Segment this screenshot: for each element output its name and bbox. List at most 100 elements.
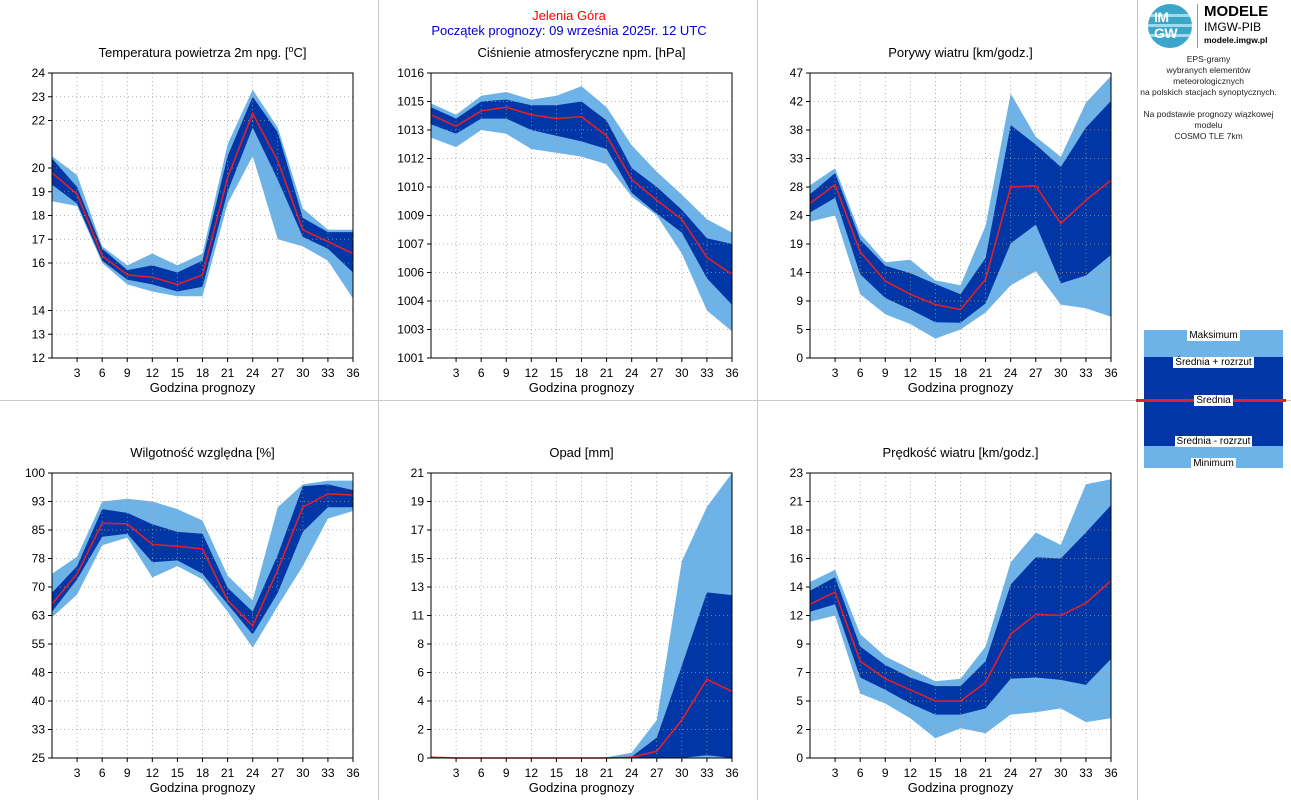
x-tick-label: 3 <box>74 766 81 780</box>
y-tick-label: 19 <box>411 495 425 509</box>
x-tick-label: 3 <box>74 366 81 380</box>
y-tick-label: 7 <box>796 666 803 680</box>
x-tick-label: 36 <box>346 766 360 780</box>
x-tick-label: 15 <box>550 766 564 780</box>
x-tick-label: 33 <box>700 766 714 780</box>
y-tick-label: 1012 <box>397 152 424 166</box>
station-name: Jelenia Góra <box>532 8 606 23</box>
x-tick-label: 18 <box>196 366 210 380</box>
y-tick-label: 21 <box>790 495 804 509</box>
y-tick-label: 22 <box>32 114 46 128</box>
y-tick-label: 14 <box>790 266 804 280</box>
description-line: COSMO TLE 7km <box>1174 131 1243 141</box>
x-tick-label: 30 <box>296 366 310 380</box>
y-tick-label: 18 <box>32 209 46 223</box>
x-tick-label: 33 <box>1079 366 1093 380</box>
mean-line <box>430 106 733 276</box>
x-tick-label: 21 <box>600 766 614 780</box>
description-line: EPS-gramy <box>1186 54 1231 64</box>
y-tick-label: 13 <box>32 327 46 341</box>
y-tick-label: 16 <box>32 256 46 270</box>
x-tick-label: 3 <box>832 366 839 380</box>
x-tick-label: 3 <box>453 366 460 380</box>
y-tick-label: 12 <box>32 351 46 365</box>
y-tick-label: 70 <box>32 580 46 594</box>
y-tick-label: 1009 <box>397 209 424 223</box>
x-tick-label: 9 <box>503 766 510 780</box>
mean-line <box>51 111 354 286</box>
legend-mean-label: Średnia <box>1194 395 1233 406</box>
x-tick-label: 15 <box>929 366 943 380</box>
x-tick-label: 15 <box>171 766 185 780</box>
y-tick-label: 17 <box>411 523 425 537</box>
x-tick-label: 30 <box>1054 366 1068 380</box>
x-tick-label: 36 <box>346 366 360 380</box>
y-tick-label: 5 <box>796 323 803 337</box>
x-tick-label: 15 <box>929 766 943 780</box>
x-tick-label: 6 <box>478 366 485 380</box>
x-tick-label: 24 <box>1004 366 1018 380</box>
x-tick-label: 9 <box>503 366 510 380</box>
legend-max-label: Maksimum <box>1187 330 1240 341</box>
y-tick-label: 21 <box>411 466 425 480</box>
x-axis-label: Godzina prognozy <box>529 380 635 395</box>
y-tick-label: 1013 <box>397 123 424 137</box>
x-axis-label: Godzina prognozy <box>150 780 256 795</box>
y-tick-label: 1015 <box>397 95 424 109</box>
x-tick-label: 24 <box>246 766 260 780</box>
y-tick-label: 0 <box>417 751 424 765</box>
x-tick-label: 9 <box>882 366 889 380</box>
x-tick-label: 36 <box>725 366 739 380</box>
y-tick-label: 18 <box>790 523 804 537</box>
y-tick-label: 15 <box>411 552 425 566</box>
y-tick-label: 17 <box>32 232 46 246</box>
mean-line <box>809 580 1112 702</box>
x-tick-label: 3 <box>453 766 460 780</box>
mean-line <box>51 493 354 628</box>
y-tick-label: 28 <box>790 180 804 194</box>
chart-title: Temperatura powietrza 2m npg. [oC] <box>98 44 306 60</box>
x-tick-label: 6 <box>857 366 864 380</box>
x-tick-label: 30 <box>1054 766 1068 780</box>
y-tick-label: 1001 <box>397 351 424 365</box>
x-tick-label: 9 <box>124 766 131 780</box>
x-tick-label: 12 <box>525 366 539 380</box>
x-tick-label: 9 <box>882 766 889 780</box>
y-tick-label: 93 <box>32 495 46 509</box>
panel-divider <box>0 400 1138 401</box>
y-tick-label: 38 <box>790 123 804 137</box>
x-tick-label: 27 <box>271 366 285 380</box>
y-tick-label: 19 <box>790 237 804 251</box>
x-tick-label: 30 <box>675 766 689 780</box>
legend-outer-band <box>1144 446 1283 468</box>
forecast-header: Jelenia Góra Początek prognozy: 09 wrześ… <box>380 8 758 38</box>
x-tick-label: 3 <box>832 766 839 780</box>
chart-title: Opad [mm] <box>549 445 613 460</box>
y-tick-label: 11 <box>412 609 425 623</box>
y-tick-label: 14 <box>32 304 46 318</box>
chart-title: Prędkość wiatru [km/godz.] <box>882 445 1038 460</box>
x-axis-label: Godzina prognozy <box>908 380 1014 395</box>
x-tick-label: 18 <box>575 366 589 380</box>
x-tick-label: 30 <box>296 766 310 780</box>
y-tick-label: 1007 <box>397 237 424 251</box>
y-tick-label: 8 <box>417 637 424 651</box>
description-line: na polskich stacjach synoptycznych. <box>1140 87 1277 97</box>
x-tick-label: 36 <box>1104 366 1118 380</box>
legend-mean-minus-label: Średnia - rozrzut <box>1174 436 1253 447</box>
y-tick-label: 14 <box>790 580 804 594</box>
y-tick-label: 2 <box>796 723 803 737</box>
x-axis-label: Godzina prognozy <box>529 780 635 795</box>
x-tick-label: 12 <box>146 766 160 780</box>
x-tick-label: 6 <box>99 366 106 380</box>
chart-title: Wilgotność względna [%] <box>130 445 275 460</box>
chart-title: Porywy wiatru [km/godz.] <box>888 45 1033 60</box>
logo-url: modele.imgw.pl <box>1204 35 1268 45</box>
x-tick-label: 27 <box>1029 366 1043 380</box>
x-tick-label: 9 <box>124 366 131 380</box>
logo-monogram: IM GW <box>1154 9 1178 41</box>
x-tick-label: 21 <box>979 366 993 380</box>
x-tick-label: 27 <box>650 766 664 780</box>
y-tick-label: 85 <box>32 523 46 537</box>
